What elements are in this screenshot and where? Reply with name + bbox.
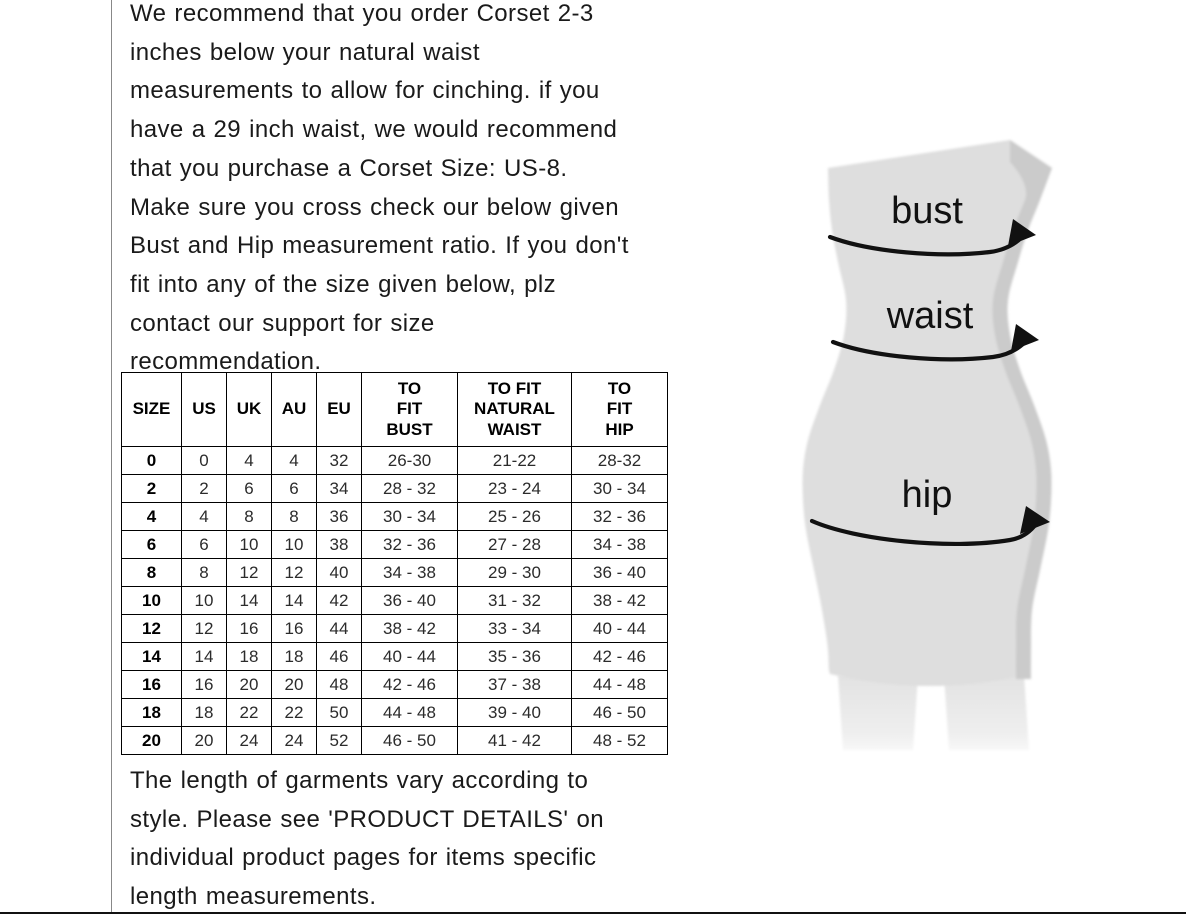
- svg-text:waist: waist: [886, 295, 974, 337]
- svg-text:bust: bust: [891, 190, 963, 232]
- svg-text:hip: hip: [902, 474, 953, 516]
